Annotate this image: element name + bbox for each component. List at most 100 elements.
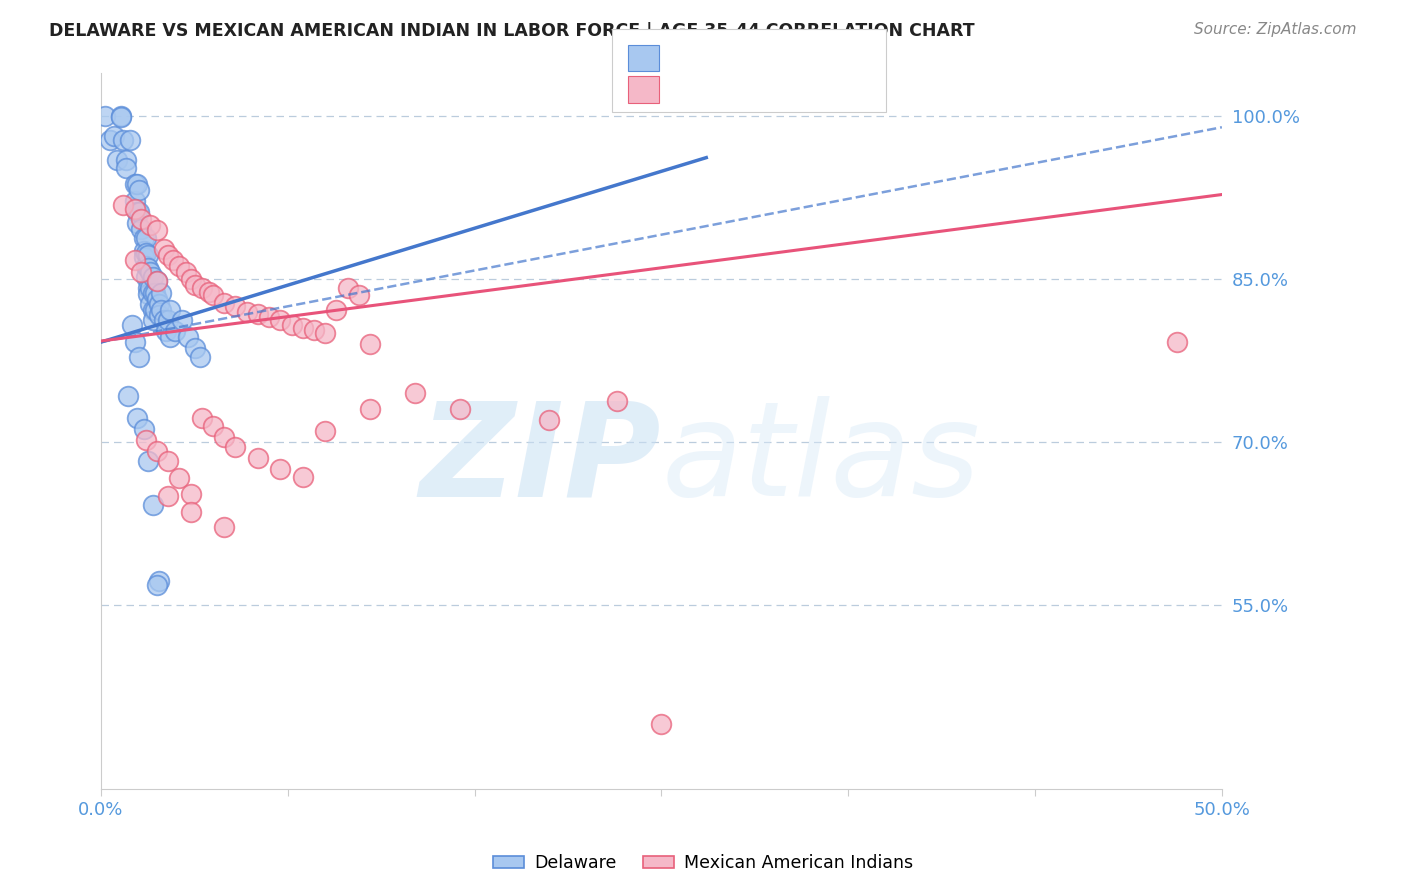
Text: atlas: atlas: [661, 396, 980, 524]
Point: [538, 413, 561, 427]
Point: [224, 299, 246, 313]
Point: [257, 310, 280, 325]
Point: [650, 717, 672, 731]
Point: [125, 216, 148, 230]
Point: [139, 281, 162, 295]
Point: [141, 313, 163, 327]
Point: [180, 506, 202, 520]
Point: [125, 205, 148, 219]
Point: [136, 454, 159, 468]
Point: [132, 244, 155, 258]
Point: [157, 248, 180, 262]
Point: [117, 389, 139, 403]
Point: [141, 286, 163, 301]
Point: [136, 261, 159, 276]
Point: [146, 223, 169, 237]
Point: [180, 272, 202, 286]
Point: [139, 218, 162, 232]
Point: [184, 277, 207, 292]
Point: [136, 281, 159, 295]
Point: [131, 222, 153, 236]
Point: [291, 469, 314, 483]
Point: [114, 161, 136, 176]
Point: [235, 304, 257, 318]
Point: [139, 264, 162, 278]
Point: [170, 313, 193, 327]
Point: [1166, 335, 1188, 350]
Point: [112, 198, 135, 212]
Point: [105, 153, 128, 167]
Point: [128, 183, 150, 197]
Point: [155, 324, 177, 338]
Point: [125, 411, 148, 425]
Point: [141, 302, 163, 317]
Point: [325, 302, 347, 317]
Point: [148, 297, 170, 311]
Point: [314, 424, 336, 438]
Point: [214, 519, 236, 533]
Point: [280, 318, 302, 332]
Point: [174, 264, 197, 278]
Point: [163, 324, 186, 338]
Point: [150, 286, 173, 301]
Point: [139, 297, 162, 311]
Point: [269, 313, 291, 327]
Point: [124, 335, 146, 350]
Point: [128, 205, 150, 219]
Point: [180, 487, 202, 501]
Point: [188, 351, 211, 365]
Point: [246, 307, 269, 321]
Point: [214, 296, 236, 310]
Point: [152, 313, 174, 327]
Point: [191, 281, 214, 295]
Point: [146, 292, 169, 306]
Point: [291, 321, 314, 335]
Point: [359, 402, 381, 417]
Point: [94, 109, 117, 123]
Point: [136, 248, 159, 262]
Point: [336, 281, 359, 295]
Text: ZIP: ZIP: [420, 396, 661, 524]
Point: [141, 270, 163, 285]
Text: R = 0.159: R = 0.159: [671, 48, 773, 68]
Point: [112, 133, 135, 147]
Text: N = 55: N = 55: [779, 79, 849, 99]
Point: [135, 231, 157, 245]
Point: [214, 429, 236, 443]
Point: [150, 302, 173, 317]
Point: [606, 393, 628, 408]
Text: DELAWARE VS MEXICAN AMERICAN INDIAN IN LABOR FORCE | AGE 35-44 CORRELATION CHART: DELAWARE VS MEXICAN AMERICAN INDIAN IN L…: [49, 22, 974, 40]
Point: [135, 270, 157, 285]
Point: [132, 422, 155, 436]
Point: [146, 274, 169, 288]
Point: [157, 454, 180, 468]
Point: [157, 489, 180, 503]
Point: [143, 286, 166, 301]
Point: [132, 231, 155, 245]
Point: [146, 443, 169, 458]
Point: [449, 402, 471, 417]
Point: [148, 308, 170, 322]
Point: [125, 177, 148, 191]
Point: [152, 242, 174, 256]
Point: [202, 288, 225, 302]
Point: [120, 133, 142, 147]
Point: [162, 252, 184, 267]
Point: [103, 128, 125, 143]
Point: [124, 194, 146, 208]
Point: [128, 351, 150, 365]
Point: [157, 313, 180, 327]
Point: [110, 111, 132, 125]
Point: [143, 302, 166, 317]
Point: [132, 251, 155, 265]
Point: [302, 323, 325, 337]
Point: [197, 285, 219, 300]
Point: [347, 288, 370, 302]
Point: [124, 202, 146, 216]
Text: R = 0.221: R = 0.221: [671, 79, 773, 99]
Point: [224, 441, 246, 455]
Point: [146, 578, 169, 592]
Text: Source: ZipAtlas.com: Source: ZipAtlas.com: [1194, 22, 1357, 37]
Legend: Delaware, Mexican American Indians: Delaware, Mexican American Indians: [485, 847, 921, 879]
Point: [136, 287, 159, 301]
